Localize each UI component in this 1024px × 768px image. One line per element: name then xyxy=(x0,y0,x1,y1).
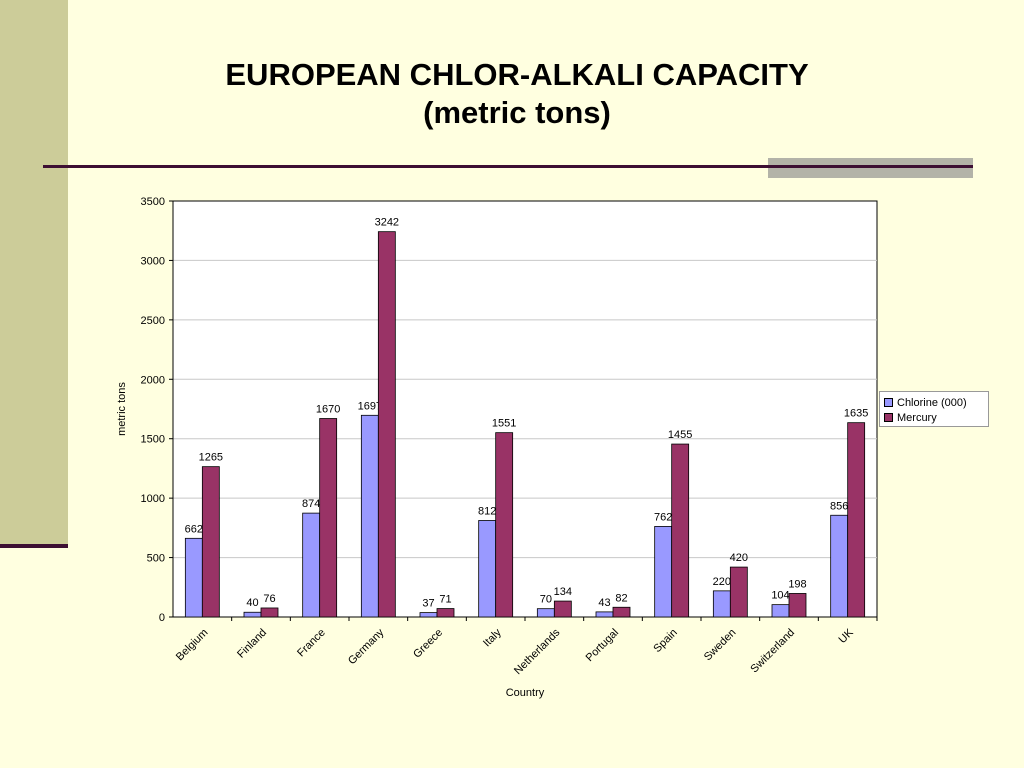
y-tick-label: 0 xyxy=(159,612,165,624)
bar-chlorine-spain xyxy=(654,526,673,618)
x-tick-label-uk: UK xyxy=(836,626,856,646)
data-label-chlorine-uk: 856 xyxy=(830,500,848,512)
data-label-mercury-italy: 1551 xyxy=(492,418,516,430)
legend-item-chlorine: Chlorine (000) xyxy=(884,395,984,410)
data-label-mercury-switzerland: 198 xyxy=(788,578,806,590)
x-tick-label-finland: Finland xyxy=(235,627,269,661)
data-label-chlorine-france: 874 xyxy=(302,498,320,510)
bar-chlorine-switzerland xyxy=(771,604,790,618)
data-label-chlorine-finland: 40 xyxy=(246,597,258,609)
bar-mercury-sweden xyxy=(729,566,748,618)
y-tick-label: 2500 xyxy=(141,315,165,327)
x-tick-label-germany: Germany xyxy=(346,626,387,667)
y-tick-label: 1500 xyxy=(141,434,165,446)
title-decor-box-line xyxy=(768,165,973,168)
title-decor-box xyxy=(768,158,973,178)
data-label-mercury-belgium: 1265 xyxy=(199,452,223,464)
data-label-chlorine-germany: 1697 xyxy=(358,400,382,412)
title-line-2: (metric tons) xyxy=(423,95,611,130)
x-tick-label-france: France xyxy=(295,627,328,660)
bar-mercury-germany xyxy=(377,231,396,618)
bar-mercury-france xyxy=(319,418,338,618)
y-tick-label: 1000 xyxy=(141,493,165,505)
side-decor-bar xyxy=(0,0,68,545)
slide-title: EUROPEAN CHLOR-ALKALI CAPACITY (metric t… xyxy=(0,56,1024,132)
data-label-mercury-france: 1670 xyxy=(316,404,340,416)
bar-chlorine-italy xyxy=(478,520,497,618)
legend-swatch-chlorine xyxy=(884,398,893,407)
bar-mercury-uk xyxy=(847,422,866,618)
y-tick-label: 2000 xyxy=(141,374,165,386)
bar-chlorine-germany xyxy=(360,414,379,618)
data-label-mercury-spain: 1455 xyxy=(668,429,692,441)
data-label-mercury-portugal: 82 xyxy=(615,592,627,604)
data-label-chlorine-belgium: 662 xyxy=(185,523,203,535)
x-axis-title: Country xyxy=(506,687,545,699)
data-label-chlorine-sweden: 220 xyxy=(713,576,731,588)
y-tick-label: 500 xyxy=(147,553,165,565)
bar-chlorine-sweden xyxy=(712,590,731,618)
bar-chlorine-france xyxy=(302,512,321,618)
x-tick-label-portugal: Portugal xyxy=(584,627,621,664)
bar-chlorine-belgium xyxy=(184,537,203,618)
chart-legend: Chlorine (000) Mercury xyxy=(879,391,989,427)
legend-label-mercury: Mercury xyxy=(897,411,937,424)
data-label-mercury-uk: 1635 xyxy=(844,408,868,420)
x-tick-label-switzerland: Switzerland xyxy=(748,627,797,676)
x-tick-label-spain: Spain xyxy=(651,627,679,655)
y-tick-label: 3500 xyxy=(141,196,165,208)
data-label-chlorine-portugal: 43 xyxy=(598,597,610,609)
bar-chlorine-greece xyxy=(419,612,438,618)
data-label-mercury-sweden: 420 xyxy=(730,552,748,564)
data-label-mercury-finland: 76 xyxy=(263,593,275,605)
x-tick-label-greece: Greece xyxy=(411,627,445,661)
bar-mercury-finland xyxy=(260,607,279,618)
x-tick-label-netherlands: Netherlands xyxy=(512,626,563,677)
legend-label-chlorine: Chlorine (000) xyxy=(897,396,967,409)
data-label-mercury-greece: 71 xyxy=(439,594,451,606)
side-decor-line xyxy=(0,544,68,548)
y-axis-title: metric tons xyxy=(116,382,128,436)
data-label-mercury-netherlands: 134 xyxy=(554,586,572,598)
data-label-chlorine-switzerland: 104 xyxy=(771,590,789,602)
bar-mercury-spain xyxy=(671,443,690,618)
x-tick-label-sweden: Sweden xyxy=(702,627,739,664)
bar-mercury-portugal xyxy=(612,606,631,618)
data-label-chlorine-netherlands: 70 xyxy=(540,594,552,606)
bar-mercury-switzerland xyxy=(788,593,807,618)
legend-swatch-mercury xyxy=(884,413,893,422)
legend-item-mercury: Mercury xyxy=(884,410,984,425)
title-line-1: EUROPEAN CHLOR-ALKALI CAPACITY xyxy=(225,57,809,92)
data-label-chlorine-greece: 37 xyxy=(422,598,434,610)
bar-mercury-italy xyxy=(495,432,514,618)
plot-area xyxy=(172,200,878,618)
x-tick-label-belgium: Belgium xyxy=(174,627,211,664)
data-label-mercury-germany: 3242 xyxy=(375,217,399,229)
bar-chlorine-finland xyxy=(243,611,262,618)
bar-mercury-netherlands xyxy=(553,600,572,618)
data-label-chlorine-italy: 812 xyxy=(478,505,496,517)
bar-mercury-greece xyxy=(436,608,455,618)
data-label-chlorine-spain: 762 xyxy=(654,511,672,523)
y-tick-label: 3000 xyxy=(141,255,165,267)
bar-chlorine-portugal xyxy=(595,611,614,618)
title-underline xyxy=(43,165,973,168)
bar-chlorine-netherlands xyxy=(536,608,555,618)
x-tick-label-italy: Italy xyxy=(481,626,504,649)
bar-chlorine-uk xyxy=(830,514,849,618)
bar-mercury-belgium xyxy=(201,466,220,618)
